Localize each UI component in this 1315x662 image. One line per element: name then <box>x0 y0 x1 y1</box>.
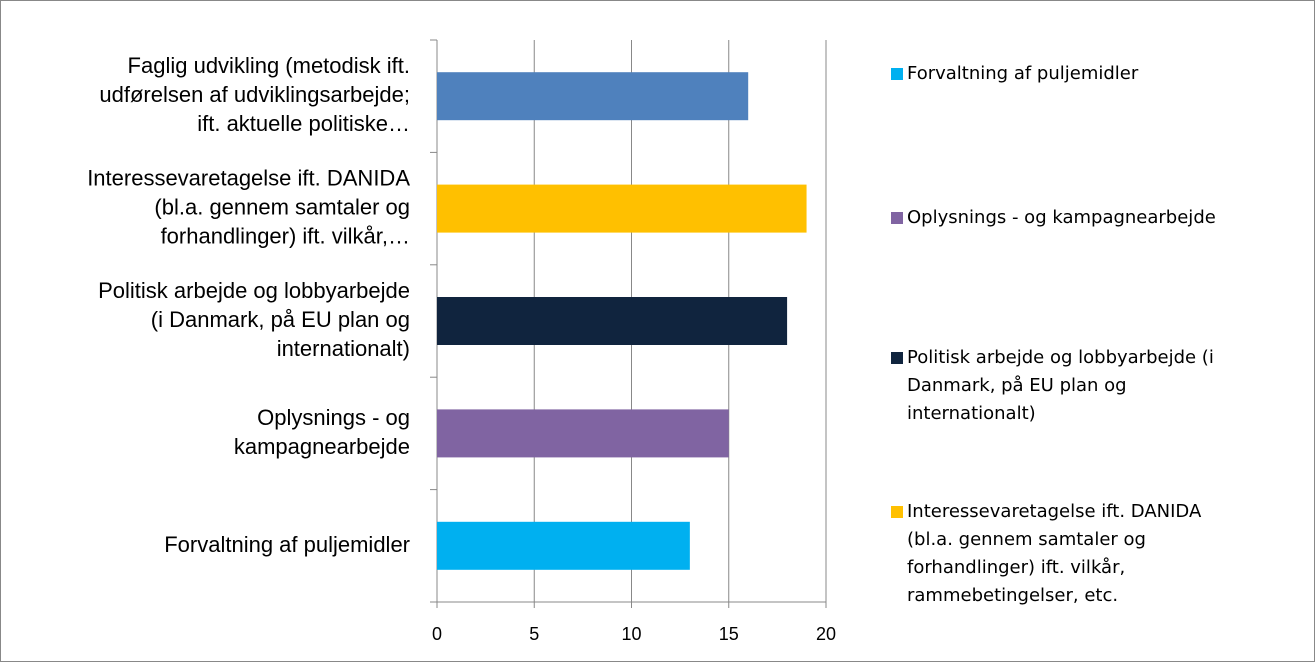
label-line: Oplysnings - og <box>257 405 410 430</box>
bar <box>437 409 729 458</box>
label-line: Forvaltning af puljemidler <box>907 63 1139 84</box>
label-line: Forvaltning af puljemidler <box>164 532 410 557</box>
x-tick-label: 0 <box>432 624 442 644</box>
bar <box>437 72 749 121</box>
legend-label: Politisk arbejde og lobbyarbejde (i Danma… <box>907 347 1214 424</box>
y-tick-label: Interessevaretagelse ift. DANIDA (bl.a. g… <box>87 165 410 248</box>
label-line: forhandlinger) ift. vilkår,… <box>161 223 410 248</box>
label-line: rammebetingelser, etc. <box>907 585 1118 606</box>
label-line: forhandlinger) ift. vilkår, <box>907 557 1125 578</box>
y-tick-label: Politisk arbejde og lobbyarbejde (i Danma… <box>98 278 410 361</box>
label-line: internationalt) <box>277 336 410 361</box>
label-line: internationalt) <box>907 403 1036 424</box>
y-tick-label: Oplysnings - og kampagnearbejde <box>234 405 410 459</box>
legend-swatch <box>891 506 903 518</box>
x-tick-label: 15 <box>719 624 739 644</box>
legend-swatch <box>891 212 903 224</box>
label-line: ift. aktuelle politiske… <box>197 111 410 136</box>
x-tick-label: 20 <box>816 624 836 644</box>
label-line: Danmark, på EU plan og <box>907 375 1127 396</box>
label-line: Oplysnings - og kampagnearbejde <box>907 207 1216 228</box>
label-line: Interessevaretagelse ift. DANIDA <box>907 501 1202 522</box>
legend-label: Interessevaretagelse ift. DANIDA (bl.a. g… <box>907 501 1202 606</box>
legend-label: Forvaltning af puljemidler <box>907 63 1139 84</box>
bar <box>437 297 788 345</box>
label-line: (bl.a. gennem samtaler og <box>154 194 410 219</box>
label-line: Interessevaretagelse ift. DANIDA <box>87 165 410 190</box>
label-line: (i Danmark, på EU plan og <box>151 307 410 332</box>
x-tick-label: 10 <box>621 624 641 644</box>
legend-swatch <box>891 352 903 364</box>
label-line: Faglig udvikling (metodisk ift. <box>128 53 410 78</box>
label-line: Politisk arbejde og lobbyarbejde <box>98 278 410 303</box>
label-line: kampagnearbejde <box>234 434 410 459</box>
label-line: Politisk arbejde og lobbyarbejde (i <box>907 347 1214 368</box>
bar <box>437 184 807 233</box>
bar <box>437 521 690 570</box>
x-tick-label: 5 <box>529 624 539 644</box>
legend-swatch <box>891 68 903 80</box>
y-tick-label: Faglig udvikling (metodisk ift. udførelse… <box>99 53 410 136</box>
y-tick-label: Forvaltning af puljemidler <box>164 532 410 557</box>
label-line: (bl.a. gennem samtaler og <box>907 529 1146 550</box>
legend-label: Oplysnings - og kampagnearbejde <box>907 207 1216 228</box>
label-line: udførelsen af udviklingsarbejde; <box>99 82 410 107</box>
